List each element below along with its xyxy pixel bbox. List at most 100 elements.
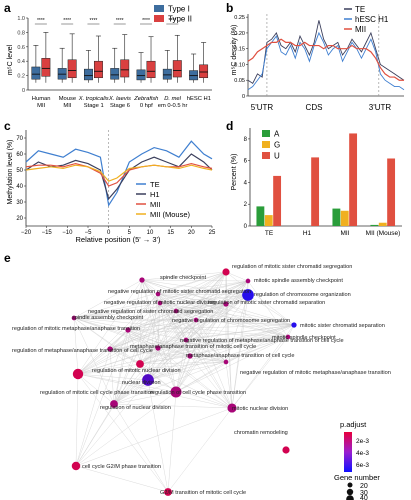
network-edge — [159, 302, 295, 326]
network-edge — [109, 347, 159, 350]
padjust-legend-title: p.adjust — [340, 420, 367, 429]
network-edge — [157, 280, 249, 295]
network-edge — [109, 319, 197, 350]
network-edge — [231, 336, 289, 409]
network-edge — [175, 310, 227, 363]
network-edge — [139, 319, 197, 365]
gene-size-40 — [346, 495, 354, 500]
network-node-label: nuclear division — [122, 380, 161, 386]
network-edges — [73, 271, 295, 493]
y-tick-label: 40 — [16, 184, 23, 190]
network-edge — [175, 319, 197, 393]
bar-g — [264, 215, 273, 226]
network-node-label: regulation of cell cycle phase transitio… — [150, 390, 246, 396]
padjust-tick-3: 6e-3 — [356, 462, 369, 469]
y-tick-label: 0.15 — [234, 47, 245, 53]
gene-size-30 — [346, 488, 354, 496]
panel-a-ylabel: m⁵C level — [7, 44, 14, 75]
legend-label-type2: Type II — [168, 15, 192, 24]
network-edge — [77, 363, 141, 375]
gene-size-label-40: 40 — [360, 495, 368, 500]
network-edge — [157, 293, 233, 409]
network-edge — [113, 336, 289, 405]
network-edge — [113, 391, 177, 405]
network-edge — [175, 310, 289, 338]
padjust-tick-1: 2e-3 — [356, 438, 369, 445]
network-edge — [77, 373, 169, 493]
network-edge — [139, 347, 159, 365]
network-edge — [139, 355, 191, 365]
network-edge — [157, 293, 295, 326]
panel-c-legend: TE H1 MII MII (Mouse) — [136, 180, 191, 219]
panel-d-legend: A G U — [262, 130, 280, 161]
legend-swatch-type1 — [154, 5, 164, 12]
x-tick-label: −5 — [85, 230, 93, 236]
network-node-label: negative regulation of mitotic nuclear d… — [104, 300, 215, 306]
network-edge — [75, 348, 111, 467]
network-edge — [73, 317, 115, 405]
y-tick-label: 0 — [22, 88, 25, 94]
network-edge — [109, 348, 227, 363]
methylation-line-mii-mouse — [25, 164, 213, 182]
bar-a — [332, 208, 341, 226]
network-edge — [157, 347, 191, 357]
box-type1 — [84, 68, 93, 81]
padjust-colorbar — [344, 432, 352, 472]
box-type2 — [172, 60, 182, 78]
group-label-line2: MII — [63, 103, 71, 109]
network-edge — [109, 348, 115, 405]
network-edge — [73, 271, 227, 319]
network-edge — [157, 336, 289, 349]
network-edge — [109, 324, 295, 350]
network-node — [223, 301, 229, 307]
network-edge — [195, 319, 295, 326]
network-edge — [113, 403, 169, 493]
network-edge — [113, 319, 197, 405]
network-node-label: chromatin remodeling — [234, 430, 288, 436]
network-edge — [113, 294, 249, 405]
network-edge — [127, 329, 159, 349]
network-edge — [189, 324, 295, 357]
network-edge — [195, 319, 227, 363]
bar-u — [273, 175, 282, 226]
x-tick-label: 15 — [167, 230, 174, 236]
panel-b-legend: TE hESC H1 MII — [344, 5, 389, 34]
panel-c-axes: 20 30 40 50 60 70 −20 −15 −10 −5 0 5 10 15 20 25 — [16, 130, 216, 236]
network-edge — [159, 271, 227, 304]
network-edge — [175, 294, 249, 312]
network-node-label: regulation of mitotic cell cycle phase t… — [40, 390, 154, 396]
network-edge — [113, 302, 161, 405]
bar-g — [340, 210, 349, 226]
legend-label-a: A — [274, 130, 280, 139]
network-edge — [113, 293, 159, 405]
group-label-line1: Zebrafish — [133, 96, 158, 102]
category-label: H1 — [303, 230, 312, 237]
network-edge — [139, 279, 143, 365]
legend-swatch-g — [262, 141, 270, 148]
network-node-label: regulation of nuclear division — [100, 405, 171, 411]
network-edge — [109, 310, 177, 350]
network-node-label: metaphase/anaphase transition of mitotic… — [130, 344, 256, 350]
panel-e: e regulation of mitotic sister chromatid… — [4, 251, 391, 500]
network-edge — [231, 280, 249, 409]
network-edge — [157, 294, 249, 349]
network-node — [110, 400, 118, 408]
group-label-line2: Stage 6 — [110, 103, 130, 109]
network-node — [71, 315, 77, 321]
network-node — [142, 374, 154, 386]
network-edge — [185, 319, 197, 341]
network-edge — [75, 373, 79, 467]
group-label-line2: em 0-0.5 hr — [158, 103, 188, 109]
network-node — [282, 446, 290, 454]
network-edge — [73, 317, 295, 326]
legend-swatch-type2 — [154, 15, 164, 22]
panel-d: d Percent (%) 0 2 4 6 8 TE H1 MII MII (Mouse) A … — [226, 119, 402, 237]
network-node — [136, 360, 144, 368]
y-tick-label: 2 — [244, 202, 248, 208]
network-edge — [127, 280, 249, 331]
network-node — [222, 268, 230, 276]
box-type2 — [146, 60, 156, 79]
network-edge — [73, 317, 197, 321]
group-label-line2: Stage 1 — [84, 103, 104, 109]
network-node-label: G2/M transition of mitotic cell cycle — [160, 490, 246, 496]
